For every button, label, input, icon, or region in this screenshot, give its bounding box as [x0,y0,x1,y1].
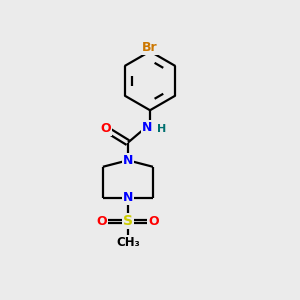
Text: O: O [148,215,159,228]
Text: Br: Br [142,41,158,54]
Text: S: S [123,214,133,228]
Text: N: N [123,191,133,204]
Text: N: N [123,154,133,167]
Text: H: H [157,124,166,134]
Text: O: O [97,215,107,228]
Text: N: N [142,122,152,134]
Text: CH₃: CH₃ [116,236,140,249]
Text: O: O [100,122,111,135]
